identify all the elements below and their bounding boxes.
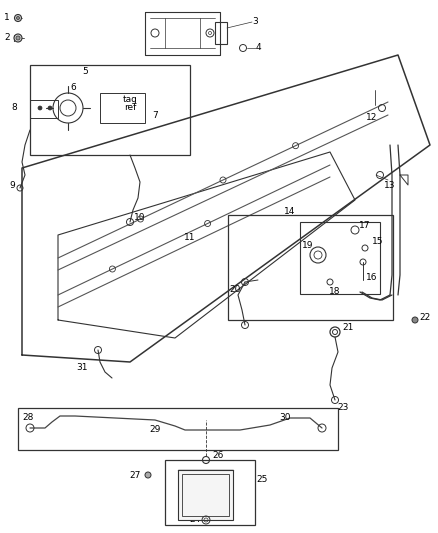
- Text: 26: 26: [212, 450, 224, 459]
- Circle shape: [145, 472, 151, 478]
- Text: 17: 17: [359, 221, 371, 230]
- Text: 11: 11: [184, 233, 196, 243]
- Text: 6: 6: [70, 84, 76, 93]
- Circle shape: [48, 106, 52, 110]
- Text: 18: 18: [329, 287, 341, 296]
- Bar: [30, 65, 190, 155]
- Bar: [300, 222, 380, 294]
- Text: 28: 28: [22, 414, 34, 423]
- Text: 23: 23: [337, 403, 349, 413]
- Circle shape: [14, 14, 21, 21]
- Text: 27: 27: [129, 471, 141, 480]
- Bar: [100, 93, 145, 123]
- Text: 21: 21: [343, 324, 354, 333]
- Text: 13: 13: [384, 181, 396, 190]
- Text: 16: 16: [366, 273, 378, 282]
- Bar: [18, 408, 338, 450]
- Text: ref: ref: [124, 103, 136, 112]
- Bar: [182, 474, 229, 516]
- Bar: [165, 460, 255, 525]
- Text: 30: 30: [279, 414, 291, 423]
- Text: 12: 12: [366, 114, 378, 123]
- Text: 3: 3: [252, 18, 258, 27]
- Text: 25: 25: [256, 475, 268, 484]
- Text: 7: 7: [152, 110, 158, 119]
- Bar: [178, 470, 233, 520]
- Text: 24: 24: [189, 515, 201, 524]
- Text: 14: 14: [284, 207, 296, 216]
- Text: 4: 4: [255, 44, 261, 52]
- Circle shape: [17, 17, 20, 20]
- Circle shape: [412, 317, 418, 323]
- Circle shape: [16, 36, 20, 40]
- Circle shape: [14, 34, 22, 42]
- Bar: [228, 215, 393, 320]
- Text: 2: 2: [4, 34, 10, 43]
- Text: 20: 20: [230, 286, 241, 295]
- Text: 5: 5: [82, 68, 88, 77]
- Text: 9: 9: [9, 181, 15, 190]
- Text: tag: tag: [123, 95, 138, 104]
- Text: 31: 31: [76, 364, 88, 373]
- Text: 22: 22: [419, 313, 431, 322]
- Text: 29: 29: [149, 425, 161, 434]
- Bar: [215, 22, 227, 44]
- Text: 10: 10: [134, 214, 146, 222]
- Text: 8: 8: [11, 103, 17, 112]
- Text: 15: 15: [372, 238, 384, 246]
- Bar: [30, 100, 58, 118]
- Text: 19: 19: [302, 241, 314, 251]
- Text: 1: 1: [4, 13, 10, 22]
- Circle shape: [38, 106, 42, 110]
